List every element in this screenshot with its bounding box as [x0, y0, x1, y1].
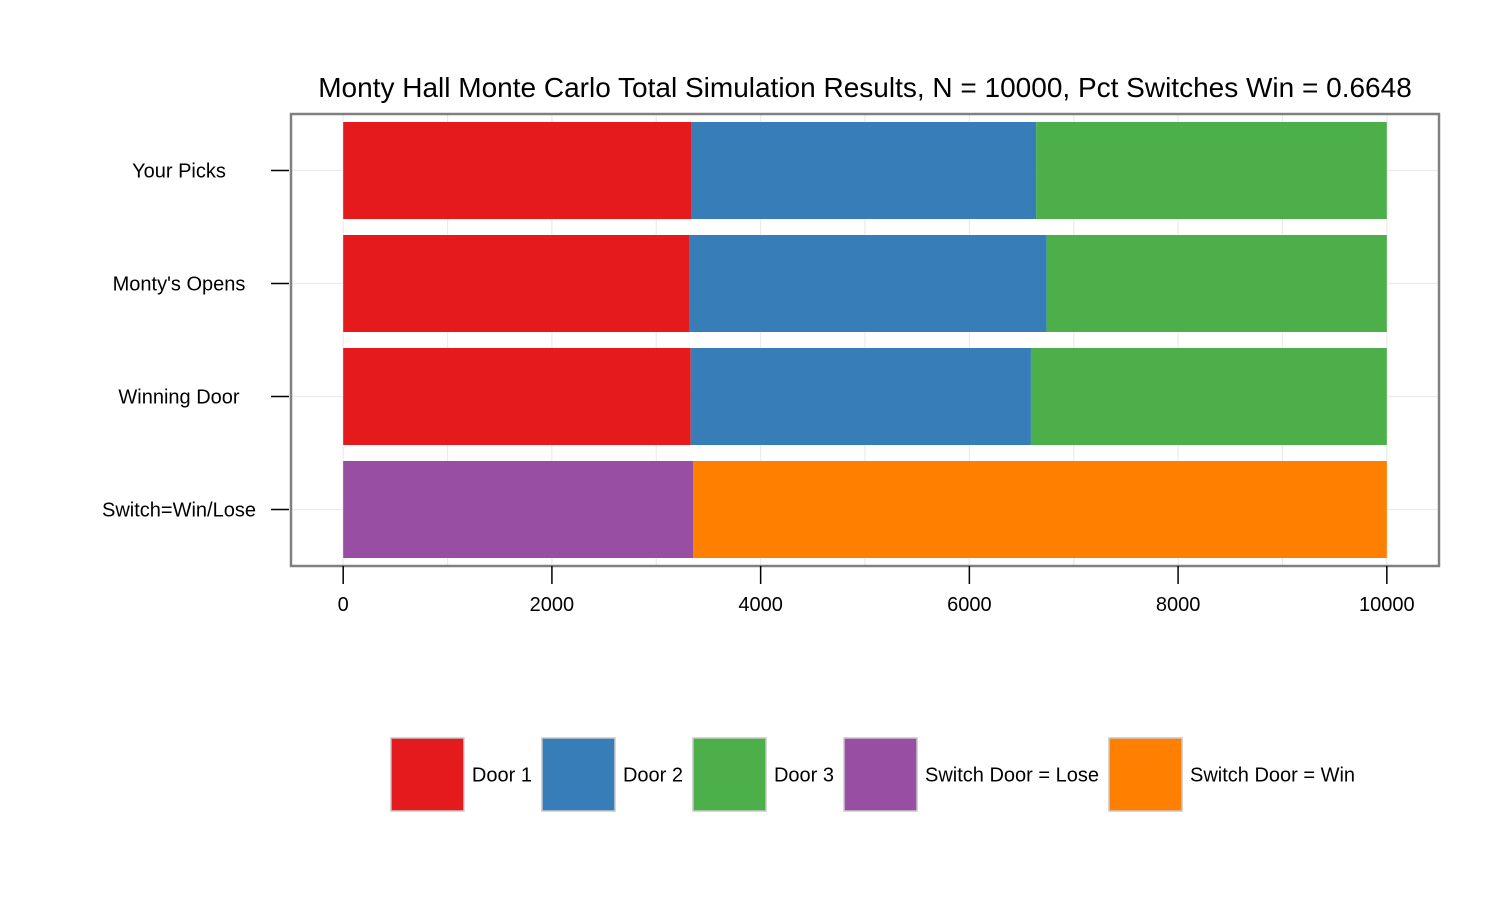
y-tick-label: Your Picks: [132, 161, 226, 183]
bar-segment: [693, 461, 1387, 558]
y-tick-label: Winning Door: [118, 387, 240, 409]
bar-segment: [692, 122, 1036, 219]
x-tick-label: 2000: [530, 594, 575, 616]
legend-item: Door 3: [693, 738, 834, 811]
legend-item: Door 2: [542, 738, 683, 811]
legend-swatch: [391, 738, 464, 811]
x-axis: 0 2000 4000 6000 8000 10000: [338, 566, 1415, 616]
legend-swatch: [693, 738, 766, 811]
legend-item: Switch Door = Win: [1109, 738, 1355, 811]
legend-label: Switch Door = Win: [1190, 765, 1355, 787]
bar-segment: [343, 348, 691, 445]
y-axis: Your Picks Monty's Opens Winning Door Switc…: [102, 161, 289, 522]
legend-swatch: [542, 738, 615, 811]
bar-segment: [343, 461, 693, 558]
bar-segment: [1047, 235, 1387, 332]
y-tick-label: Monty's Opens: [113, 274, 246, 296]
legend-label: Door 1: [472, 765, 532, 787]
bar-segment: [343, 235, 689, 332]
x-tick-label: 4000: [738, 594, 783, 616]
bar-segment: [1036, 122, 1387, 219]
legend-item: Switch Door = Lose: [844, 738, 1099, 811]
legend-swatch: [844, 738, 917, 811]
x-tick-label: 0: [338, 594, 349, 616]
legend-label: Switch Door = Lose: [925, 765, 1099, 787]
x-tick-label: 10000: [1359, 594, 1415, 616]
legend-label: Door 3: [774, 765, 834, 787]
x-tick-label: 8000: [1156, 594, 1201, 616]
x-tick-label: 6000: [947, 594, 992, 616]
bar-segment: [1031, 348, 1387, 445]
legend-label: Door 2: [623, 765, 683, 787]
chart-title: Monty Hall Monte Carlo Total Simulation …: [318, 72, 1412, 103]
legend: Door 1 Door 2 Door 3 Switch Door = Lose Swit…: [391, 738, 1355, 811]
bar-segment: [343, 122, 692, 219]
legend-item: Door 1: [391, 738, 532, 811]
legend-swatch: [1109, 738, 1182, 811]
y-tick-label: Switch=Win/Lose: [102, 500, 256, 522]
bar-segment: [690, 235, 1047, 332]
bar-segment: [691, 348, 1031, 445]
